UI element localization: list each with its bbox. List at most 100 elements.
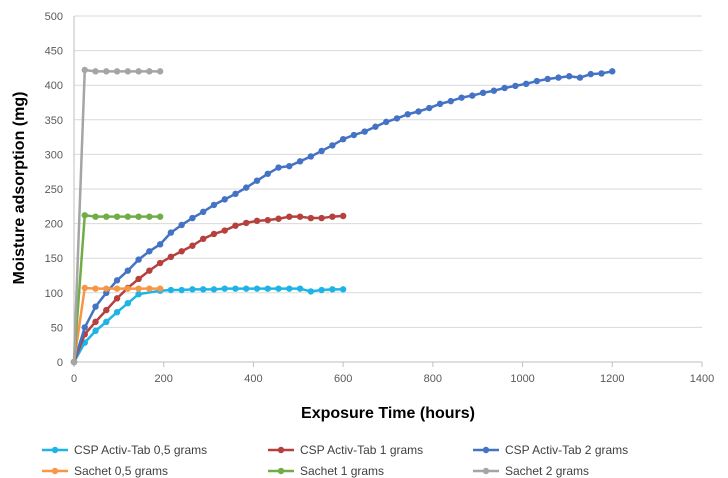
data-point [609, 68, 616, 75]
y-tick-label: 0 [57, 357, 63, 369]
x-tick-label: 600 [334, 373, 352, 385]
axes [73, 16, 703, 367]
data-point [275, 285, 282, 292]
data-point [253, 177, 261, 184]
data-point [81, 324, 88, 331]
data-point [372, 123, 379, 130]
data-point [232, 222, 239, 229]
data-point [113, 308, 121, 316]
legend-item: CSP Activ-Tab 1 grams [268, 443, 423, 457]
data-point [243, 184, 250, 191]
data-point [286, 213, 293, 220]
legend-label: Sachet 1 grams [300, 464, 384, 478]
data-point [189, 214, 196, 222]
data-point [103, 285, 110, 292]
data-point [210, 201, 218, 209]
data-point [329, 286, 336, 293]
data-point [318, 286, 325, 294]
data-point [318, 214, 325, 222]
data-point [167, 286, 175, 294]
data-point [361, 128, 368, 135]
y-tick-label: 200 [45, 219, 63, 231]
data-point [178, 286, 185, 294]
data-point [275, 215, 282, 222]
data-point [296, 158, 304, 165]
x-tick-label: 1000 [510, 373, 534, 385]
data-point [113, 213, 121, 220]
data-point [576, 74, 584, 81]
data-point [522, 80, 530, 88]
data-point [243, 219, 250, 227]
data-point [426, 104, 433, 112]
data-point [135, 213, 142, 220]
data-point [264, 216, 271, 224]
data-point [167, 229, 175, 236]
data-point [253, 217, 261, 225]
data-point [329, 142, 336, 149]
x-tick-label: 200 [155, 373, 173, 385]
y-tick-label: 400 [45, 80, 63, 92]
data-point [232, 190, 239, 198]
data-point [189, 286, 196, 293]
data-point [124, 267, 132, 274]
data-point [210, 230, 218, 238]
y-tick-label: 100 [45, 288, 63, 300]
data-point [103, 68, 110, 75]
series-6 [70, 66, 164, 366]
data-point [189, 242, 196, 249]
legend-marker [277, 446, 285, 454]
data-point [146, 248, 153, 255]
data-point [124, 299, 132, 307]
data-point [555, 74, 562, 81]
data-point [243, 285, 250, 292]
data-point [92, 303, 99, 310]
data-point [113, 295, 121, 302]
x-axis-title: Exposure Time (hours) [301, 405, 475, 422]
data-point [383, 118, 390, 126]
data-point [146, 267, 153, 274]
data-point [135, 290, 142, 298]
data-point [264, 170, 271, 177]
data-point [404, 111, 411, 118]
data-point [458, 94, 465, 101]
y-tick-label: 300 [45, 149, 63, 161]
legend-label: CSP Activ-Tab 0,5 grams [74, 443, 207, 457]
data-point [146, 213, 153, 220]
series-4 [70, 284, 164, 366]
data-point [146, 285, 153, 292]
data-point [232, 285, 239, 292]
data-point [146, 68, 153, 75]
data-point [447, 97, 454, 105]
y-tick-label: 450 [45, 46, 63, 58]
data-point [253, 285, 261, 292]
data-point [135, 68, 142, 75]
y-tick-label: 150 [45, 253, 63, 265]
data-point [113, 277, 121, 284]
data-point [436, 100, 444, 108]
data-point [533, 77, 541, 85]
data-point [156, 259, 164, 267]
data-point [135, 285, 142, 292]
data-point [307, 214, 315, 222]
data-point [587, 70, 594, 78]
series-1 [70, 285, 347, 366]
data-point [544, 75, 551, 83]
data-point [307, 288, 315, 295]
data-point [156, 68, 164, 75]
series-5 [70, 212, 164, 366]
y-tick-label: 500 [45, 11, 63, 23]
legend-item: Sachet 2 grams [473, 464, 589, 478]
data-point [81, 212, 88, 219]
data-point [415, 108, 422, 115]
data-point [275, 164, 282, 171]
series-2 [70, 212, 347, 366]
data-point [113, 285, 121, 292]
x-tick-label: 0 [71, 373, 77, 385]
data-point [490, 87, 498, 94]
gridlines [74, 15, 702, 328]
legend-marker [482, 446, 490, 454]
data-point [70, 358, 78, 366]
legend-label: CSP Activ-Tab 2 grams [505, 443, 628, 457]
data-point [350, 131, 358, 139]
data-point [103, 318, 110, 326]
